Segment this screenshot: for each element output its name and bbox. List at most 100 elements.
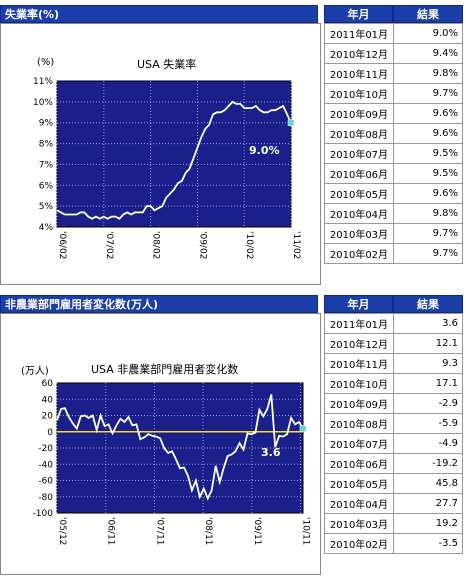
row-month: 2011年01月	[324, 23, 394, 44]
last-point-marker	[299, 425, 307, 432]
row-value: 9.7%	[392, 83, 464, 104]
table-row: 2010年02月 -3.5	[324, 533, 464, 554]
payrolls-chart: USA 非農業部門雇用者変化数 (万人) -100 -80 -60 -40 -20 0 20 40…	[21, 362, 311, 545]
panel-title: 非農業部門雇用者変化数(万人)	[0, 295, 318, 313]
row-month: 2010年07月	[324, 433, 394, 454]
row-month: 2010年09月	[324, 103, 394, 124]
row-value: -5.9	[392, 413, 464, 434]
row-month: 2011年01月	[324, 313, 394, 334]
table-row: 2010年04月 9.8%	[324, 203, 464, 224]
table-row: 2010年06月 -19.2	[324, 453, 464, 474]
unemployment-panel: 失業率(%) 年月 結果 USA 失業率 (%) 4% 5% 6% 7% 8% 9% 10% 11…	[0, 0, 466, 285]
row-month: 2010年12月	[324, 333, 394, 354]
row-month: 2010年09月	[324, 393, 394, 414]
row-month: 2010年02月	[324, 533, 394, 554]
row-month: 2010年08月	[324, 413, 394, 434]
y-tick-label: -20	[38, 444, 53, 454]
row-month: 2010年02月	[324, 243, 394, 264]
x-tick-label: '08/11	[203, 517, 213, 545]
y-tick-label: 0	[47, 428, 53, 438]
table-row: 2010年06月 9.5%	[324, 163, 464, 184]
y-axis-label: (万人)	[21, 365, 49, 377]
table-row: 2011年01月 3.6	[324, 313, 464, 334]
row-value: 9.8%	[392, 63, 464, 84]
y-tick-label: 4%	[39, 223, 54, 233]
row-month: 2010年06月	[324, 163, 394, 184]
series-line	[56, 394, 304, 501]
x-tick-label: '10/02	[244, 231, 254, 259]
y-tick-label: -60	[38, 477, 53, 487]
x-tick-label: '06/02	[57, 231, 67, 259]
table-row: 2010年02月 9.7%	[324, 243, 464, 264]
chart-title: USA 失業率	[137, 57, 196, 71]
chart-frame: USA 失業率 (%) 4% 5% 6% 7% 8% 9% 10% 11% '06/02 '07/02…	[0, 23, 321, 285]
x-tick-label: '06/11	[106, 517, 116, 545]
row-month: 2010年11月	[324, 353, 394, 374]
last-value-label: 3.6	[261, 446, 281, 459]
y-tick-label: -80	[38, 493, 53, 503]
table-row: 2010年03月 19.2	[324, 513, 464, 534]
table-row: 2010年09月 9.6%	[324, 103, 464, 124]
y-tick-label: 7%	[39, 160, 54, 170]
row-value: -19.2	[392, 453, 464, 474]
row-value: 9.6%	[392, 103, 464, 124]
table-row: 2010年12月 12.1	[324, 333, 464, 354]
row-value: 9.3	[392, 353, 464, 374]
series-line	[56, 100, 292, 220]
column-header-value: 結果	[393, 295, 463, 313]
row-value: -4.9	[392, 433, 464, 454]
y-tick-label: 60	[42, 379, 54, 389]
row-value: 45.8	[392, 473, 464, 494]
column-header-month: 年月	[324, 5, 393, 23]
row-value: 9.8%	[392, 203, 464, 224]
row-value: 9.7%	[392, 243, 464, 264]
row-month: 2010年05月	[324, 473, 394, 494]
row-value: 9.6%	[392, 183, 464, 204]
y-tick-label: -40	[38, 460, 53, 470]
y-tick-label: -100	[33, 509, 54, 519]
last-point-marker	[287, 119, 295, 126]
y-tick-label: 20	[42, 412, 54, 422]
row-value: 9.5%	[392, 163, 464, 184]
table-row: 2010年11月 9.8%	[324, 63, 464, 84]
row-month: 2010年04月	[324, 203, 394, 224]
row-value: 19.2	[392, 513, 464, 534]
table-row: 2010年10月 17.1	[324, 373, 464, 394]
payrolls-panel: 非農業部門雇用者変化数(万人) 年月 結果 USA 非農業部門雇用者変化数 (万人…	[0, 295, 466, 580]
table-row: 2010年03月 9.7%	[324, 223, 464, 244]
row-month: 2010年03月	[324, 223, 394, 244]
row-value: 17.1	[392, 373, 464, 394]
x-tick-label: '08/02	[151, 231, 161, 259]
plot-area	[56, 80, 292, 228]
table-row: 2010年05月 45.8	[324, 473, 464, 494]
x-tick-label: '11/02	[291, 231, 301, 259]
row-value: 9.5%	[392, 143, 464, 164]
row-month: 2010年05月	[324, 183, 394, 204]
chart-title: USA 非農業部門雇用者変化数	[91, 362, 238, 376]
row-month: 2010年07月	[324, 143, 394, 164]
y-tick-label: 8%	[39, 140, 54, 150]
row-month: 2010年04月	[324, 493, 394, 514]
unemployment-chart: USA 失業率 (%) 4% 5% 6% 7% 8% 9% 10% 11% '06/02 '07/02…	[33, 57, 301, 259]
row-value: 9.6%	[392, 123, 464, 144]
row-value: 3.6	[392, 313, 464, 334]
y-tick-label: 5%	[39, 202, 54, 212]
table-row: 2010年09月 -2.9	[324, 393, 464, 414]
x-tick-label: '07/02	[104, 231, 114, 259]
payrolls-table: 2011年01月 3.6 2010年12月 12.1 2010年11月 9.3 2010年1…	[324, 313, 464, 554]
y-tick-label: 40	[42, 395, 54, 405]
x-tick-label: '05/12	[57, 517, 67, 545]
y-axis-label: (%)	[37, 57, 54, 68]
chart-frame: USA 非農業部門雇用者変化数 (万人) -100 -80 -60 -40 -20 0 20 40…	[0, 313, 321, 575]
table-row: 2010年12月 9.4%	[324, 43, 464, 64]
x-tick-label: '09/02	[197, 231, 207, 259]
row-value: 12.1	[392, 333, 464, 354]
row-month: 2010年10月	[324, 373, 394, 394]
row-value: 27.7	[392, 493, 464, 514]
y-tick-label: 10%	[33, 98, 53, 108]
row-value: 9.0%	[392, 23, 464, 44]
table-row: 2010年07月 9.5%	[324, 143, 464, 164]
y-tick-label: 6%	[39, 181, 54, 191]
x-tick-label: '07/11	[154, 517, 164, 545]
row-month: 2010年06月	[324, 453, 394, 474]
